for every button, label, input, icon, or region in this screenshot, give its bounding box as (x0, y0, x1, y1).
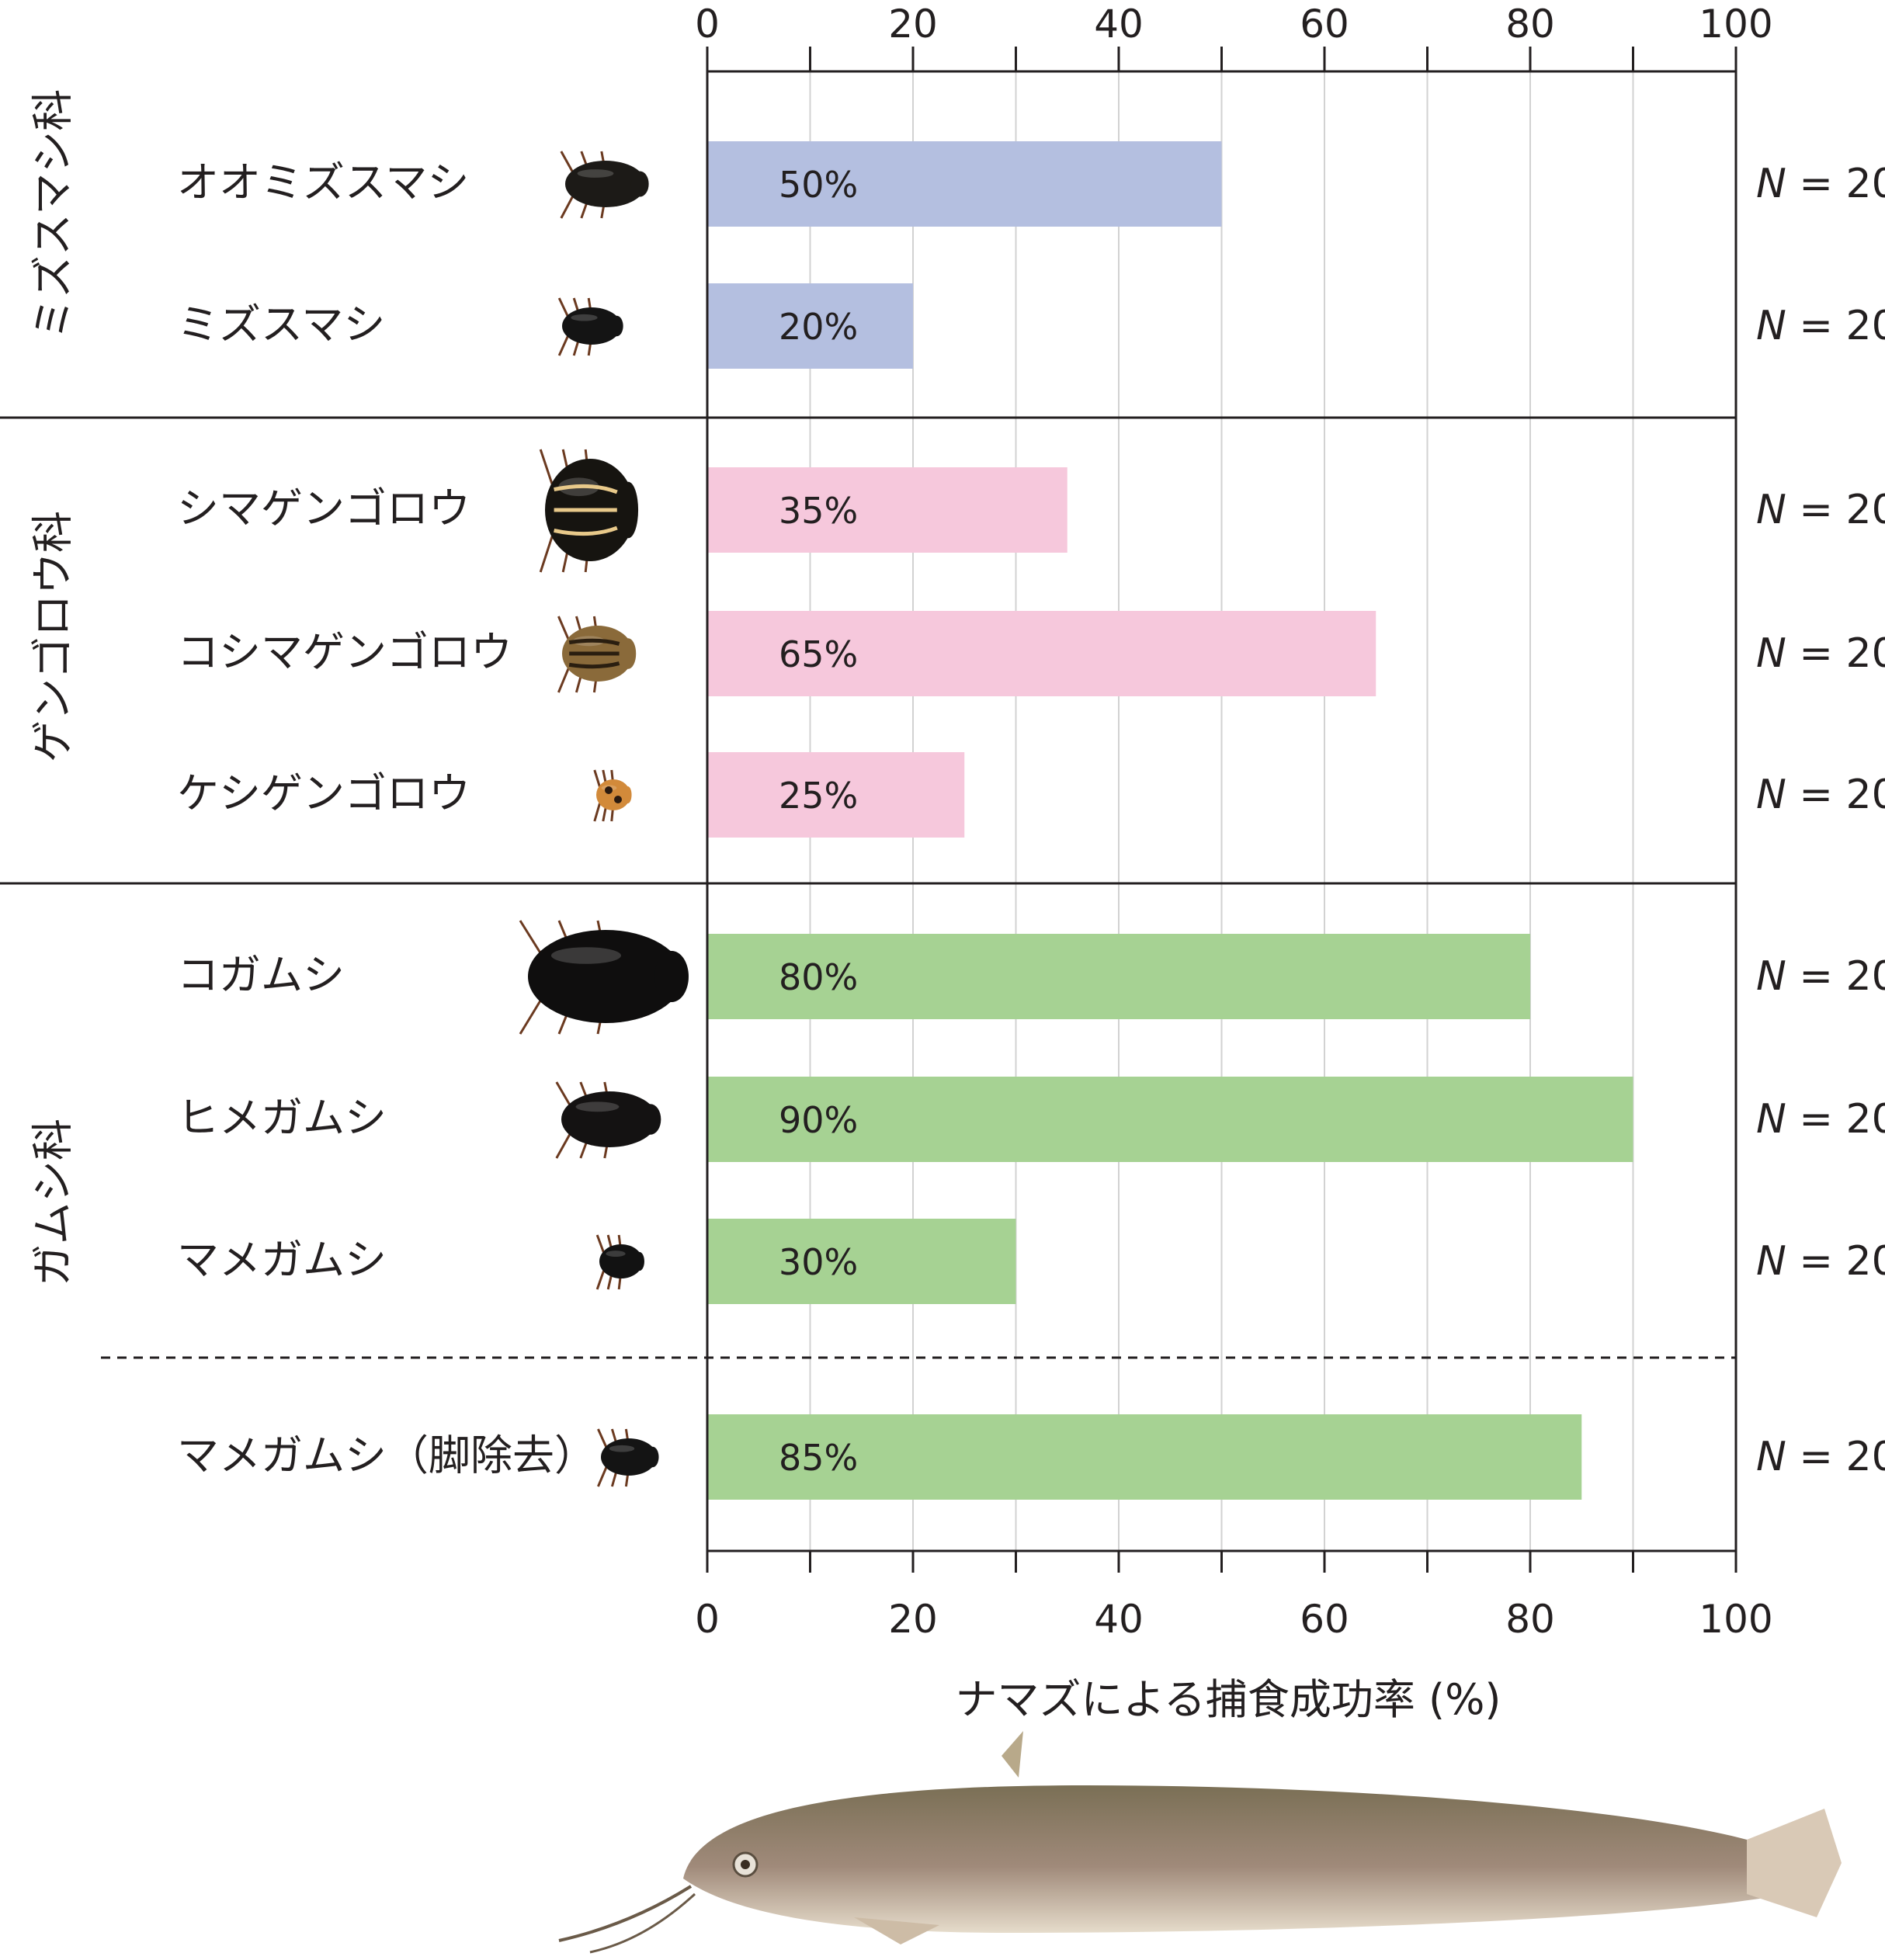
bar-value-label: 50% (779, 164, 858, 206)
bar (707, 752, 965, 838)
sample-size-label: N = 20 (1756, 772, 1885, 818)
x-axis-title: ナマズによる捕食成功率 (%) (956, 1675, 1501, 1724)
whirligig-beetle-icon (557, 297, 623, 356)
bar (707, 141, 1222, 227)
tick-label: 80 (1505, 1597, 1555, 1642)
sample-size-label: N = 20 (1756, 1096, 1885, 1143)
bar-value-label: 25% (779, 775, 858, 817)
group-label: ゲンゴロウ科 (29, 511, 78, 762)
water-scavenger-beetle-icon (519, 920, 689, 1035)
species-label: シマゲンゴロウ (177, 484, 470, 533)
tick-label: 80 (1505, 2, 1555, 47)
group-label: ガムシ科 (29, 1119, 78, 1286)
tiny-diving-beetle-icon (593, 769, 632, 822)
sample-size-label: N = 20 (1756, 953, 1885, 1000)
tick-label: 40 (1094, 2, 1144, 47)
sample-size-label: N = 20 (1756, 303, 1885, 349)
bar (707, 283, 913, 369)
bar-value-label: 65% (779, 633, 858, 675)
species-label: マメガムシ (177, 1236, 387, 1285)
sample-size-label: N = 20 (1756, 630, 1885, 677)
bar-value-label: 80% (779, 956, 858, 998)
bar-value-label: 90% (779, 1099, 858, 1141)
species-label: ミズスマシ (177, 300, 385, 349)
bar (707, 1414, 1582, 1500)
species-label: ケシゲンゴロウ (177, 769, 470, 818)
bar-value-label: 85% (779, 1437, 858, 1479)
tick-label: 60 (1300, 1597, 1349, 1642)
tick-label: 0 (695, 2, 720, 47)
species-label: ヒメガムシ (177, 1094, 387, 1143)
great-whirligig-beetle-icon (560, 151, 649, 219)
tick-label: 100 (1699, 2, 1772, 47)
bar (707, 934, 1530, 1019)
bar-value-label: 30% (779, 1241, 858, 1283)
striped-diving-beetle-icon (539, 449, 639, 573)
small-striped-diving-beetle-icon (557, 616, 637, 693)
group-label: ミズスマシ科 (29, 89, 78, 339)
sample-size-label: N = 20 (1756, 161, 1885, 207)
small-water-scavenger-beetle-icon (555, 1081, 661, 1159)
tick-label: 100 (1699, 1597, 1772, 1642)
bar-value-label: 20% (779, 306, 858, 348)
sample-size-label: N = 20 (1756, 487, 1885, 533)
tick-label: 40 (1094, 1597, 1144, 1642)
bar (707, 1077, 1633, 1162)
catfish-icon (558, 1731, 1842, 1954)
sample-size-label: N = 20 (1756, 1434, 1885, 1480)
tick-label: 20 (888, 2, 938, 47)
tick-label: 60 (1300, 2, 1349, 47)
species-label: オオミズスマシ (177, 158, 469, 207)
bar-value-label: 35% (779, 490, 858, 532)
sample-size-label: N = 20 (1756, 1238, 1885, 1285)
bar (707, 611, 1376, 696)
minute-water-scavenger-beetle-icon (595, 1234, 644, 1290)
species-label: マメガムシ（脚除去） (177, 1431, 596, 1480)
bar (707, 467, 1067, 553)
tick-label: 0 (695, 1597, 720, 1642)
species-label: コシマゲンゴロウ (177, 628, 512, 677)
bar (707, 1219, 1016, 1304)
legless-minute-water-scavenger-beetle-icon (597, 1428, 659, 1487)
species-label: コガムシ (177, 951, 345, 1000)
tick-label: 20 (888, 1597, 938, 1642)
